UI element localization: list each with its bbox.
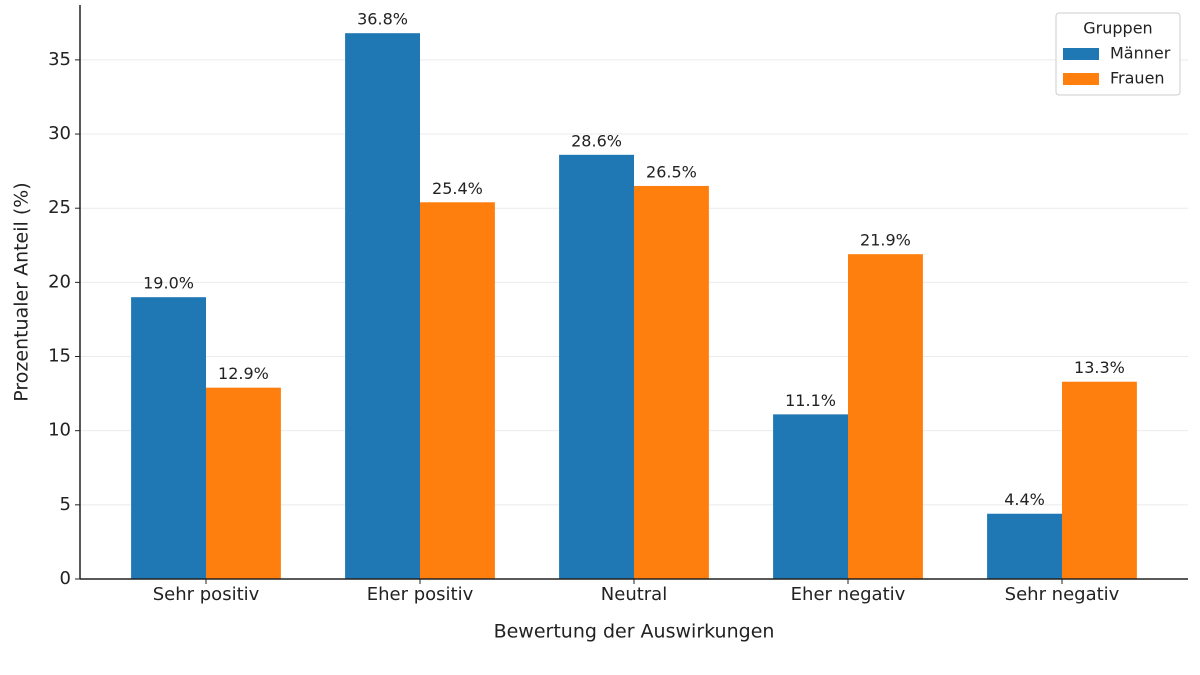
value-label: 11.1% [785, 391, 836, 410]
legend-label: Frauen [1110, 69, 1165, 88]
value-label: 13.3% [1074, 358, 1125, 377]
value-label: 26.5% [646, 162, 697, 181]
legend-label: Männer [1110, 44, 1171, 63]
y-tick-label: 0 [60, 568, 71, 589]
value-label: 12.9% [218, 364, 269, 383]
bar [773, 414, 848, 579]
y-tick-label: 25 [48, 197, 71, 218]
legend: Gruppen Männer Frauen [1055, 12, 1181, 96]
value-label: 36.8% [357, 10, 408, 29]
x-axis-label: Bewertung der Auswirkungen [494, 621, 775, 643]
bar [634, 185, 709, 579]
bar [420, 202, 495, 579]
y-tick-label: 15 [48, 346, 71, 367]
x-tick-label: Eher positiv [367, 584, 474, 605]
y-tick-label: 5 [60, 494, 71, 515]
value-label: 21.9% [860, 231, 911, 250]
value-label: 28.6% [571, 131, 622, 150]
y-axis-label: Prozentualer Anteil (%) [11, 182, 33, 401]
value-label: 25.4% [432, 179, 483, 198]
bar [987, 513, 1062, 579]
x-tick-label: Sehr negativ [1005, 584, 1120, 605]
legend-swatch [1063, 73, 1099, 85]
y-tick-label: 20 [48, 271, 71, 292]
x-tick-label: Eher negativ [791, 584, 906, 605]
bar [848, 254, 923, 580]
y-tick-label: 30 [48, 123, 71, 144]
bar [345, 33, 420, 579]
bar [559, 154, 634, 579]
bar [1062, 381, 1137, 579]
value-label: 19.0% [143, 274, 194, 293]
x-tick-label: Neutral [601, 584, 667, 605]
legend-title: Gruppen [1083, 19, 1152, 38]
legend-swatch [1063, 48, 1099, 60]
y-tick-label: 10 [48, 420, 71, 441]
bar [206, 387, 281, 579]
y-tick-label: 35 [48, 49, 71, 70]
x-tick-label: Sehr positiv [153, 584, 260, 605]
value-label: 4.4% [1004, 490, 1045, 509]
bar [131, 297, 206, 579]
